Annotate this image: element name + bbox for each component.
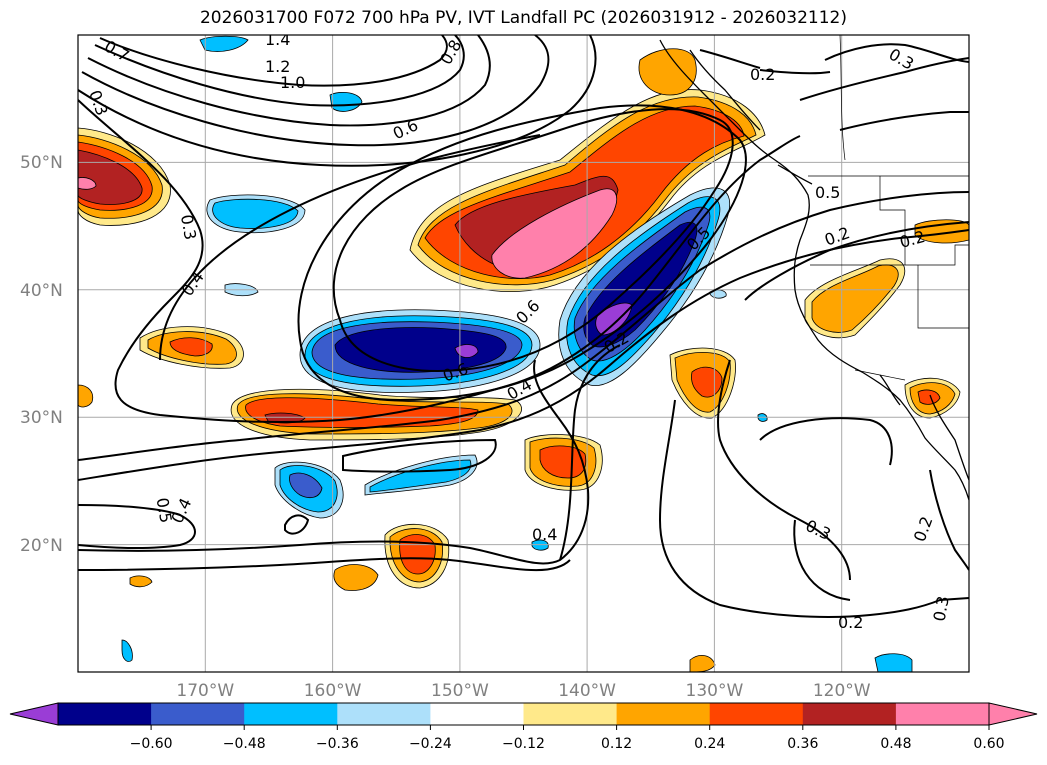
lon-label: 130°W xyxy=(686,681,744,701)
contour-label: 0.2 xyxy=(750,65,775,84)
colorbar-tick-label: 0.12 xyxy=(601,736,632,752)
colorbar-tick-label: −0.12 xyxy=(502,736,545,752)
colorbar-segment xyxy=(616,703,711,725)
lat-label: 20°N xyxy=(20,536,63,556)
contour-label: 1.0 xyxy=(280,73,305,92)
lat-labels: 50°N 40°N 30°N 20°N xyxy=(20,153,63,556)
lon-labels: 170°W 160°W 150°W 140°W 130°W 120°W xyxy=(176,681,870,701)
colorbar-segment xyxy=(802,703,897,725)
pv-contours xyxy=(78,35,969,618)
colorbar: −0.60 −0.48 −0.36 −0.24 −0.12 0.12 0.24 0.36 0.4… xyxy=(9,702,1038,752)
colorbar-extend-max xyxy=(988,702,1038,726)
colorbar-segment xyxy=(151,703,245,725)
lon-label: 160°W xyxy=(304,681,362,701)
lon-label: 150°W xyxy=(431,681,489,701)
colorbar-tick-label: 0.60 xyxy=(973,736,1004,752)
contour-label: 0.3 xyxy=(930,594,953,622)
map-title: 2026031700 F072 700 hPa PV, IVT Landfall… xyxy=(199,8,847,28)
contour-label: 1.2 xyxy=(265,57,290,76)
map-frame xyxy=(77,34,970,673)
colorbar-segment xyxy=(337,703,431,725)
colorbar-tick-label: 0.48 xyxy=(880,736,911,752)
lon-label: 140°W xyxy=(558,681,616,701)
colorbar-tick-label: −0.24 xyxy=(409,736,452,752)
colorbar-segment xyxy=(244,703,338,725)
borders xyxy=(808,35,969,381)
colorbar-extend-min xyxy=(9,702,59,726)
contour-label: 0.2 xyxy=(838,613,863,632)
colorbar-segment xyxy=(895,703,990,725)
coastlines xyxy=(659,39,969,501)
map-content: 1.4 1.2 1.0 0.8 0.7 0.6 0.3 0.3 0.4 0.2 … xyxy=(78,30,969,672)
lon-label: 170°W xyxy=(176,681,234,701)
ivt-shading xyxy=(78,35,969,672)
contour-label: 0.5 xyxy=(815,183,840,202)
contour-label: 0.3 xyxy=(177,213,200,241)
colorbar-tick-label: 0.24 xyxy=(694,736,725,752)
colorbar-segment xyxy=(58,703,152,725)
colorbar-segment xyxy=(430,703,524,725)
contour-label: 0.5 xyxy=(153,496,176,524)
lon-label: 120°W xyxy=(813,681,871,701)
colorbar-segment xyxy=(523,703,618,725)
contour-label: 1.4 xyxy=(265,30,290,49)
contour-label: 0.4 xyxy=(532,525,557,544)
lat-label: 30°N xyxy=(20,408,63,428)
colorbar-tick-label: −0.36 xyxy=(316,736,359,752)
lat-label: 50°N xyxy=(20,153,63,173)
colorbar-tick-label: 0.36 xyxy=(787,736,818,752)
colorbar-tick-label: −0.60 xyxy=(130,736,173,752)
lat-label: 40°N xyxy=(20,281,63,301)
colorbar-segment xyxy=(709,703,804,725)
colorbar-tick-label: −0.48 xyxy=(223,736,266,752)
